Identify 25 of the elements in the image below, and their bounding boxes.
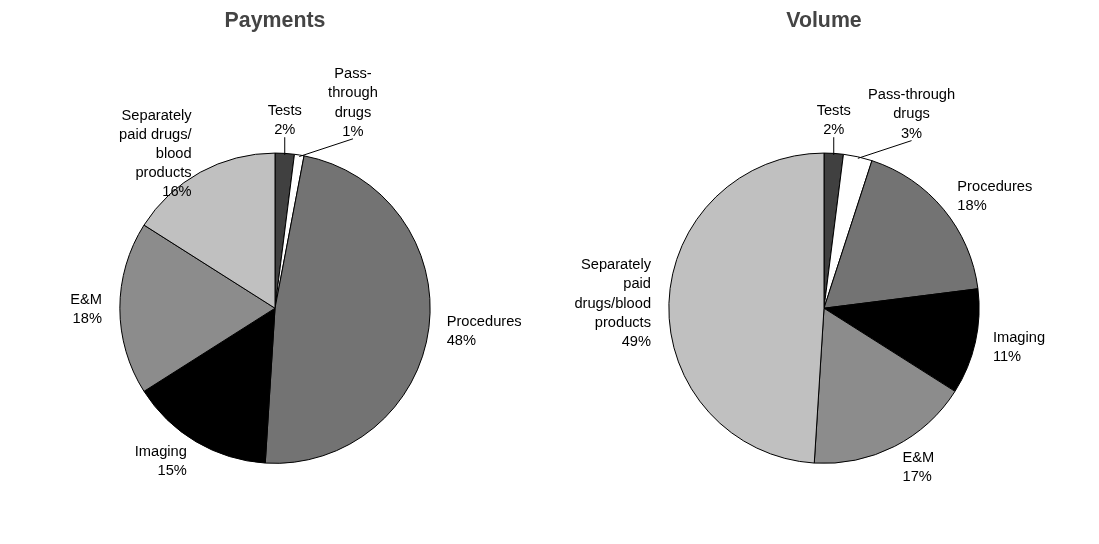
data-label: 15%	[157, 462, 187, 479]
data-label: 18%	[72, 309, 102, 326]
data-label: 2%	[274, 121, 296, 138]
chart-title: Payments	[224, 7, 326, 32]
slice-label: Pass-through drugs	[867, 86, 956, 122]
slice-label: Procedures	[446, 312, 522, 329]
slice-label: Imaging	[992, 329, 1046, 346]
data-label: 3%	[900, 124, 923, 141]
data-label: 48%	[446, 332, 477, 349]
data-label: 49%	[621, 333, 652, 350]
slice-label: Procedures	[957, 177, 1033, 194]
data-label: 2%	[823, 121, 845, 138]
data-label: 17%	[902, 467, 932, 484]
data-label: 11%	[992, 348, 1022, 365]
data-label: 18%	[957, 196, 987, 213]
slice-label: E&M	[902, 448, 935, 465]
slice-label: Tests	[816, 102, 851, 119]
slice-label: Imaging	[134, 443, 187, 460]
slice-label: Pass- through drugs	[328, 65, 378, 120]
slice-label: Separately paid drugs/blood products	[574, 256, 652, 330]
chart-title: Volume	[786, 7, 862, 32]
data-label: 1%	[342, 122, 364, 139]
slice-label: E&M	[70, 290, 102, 307]
slice-label: Separately paid drugs/ blood products	[119, 106, 193, 181]
slice-label: Tests	[267, 102, 302, 119]
